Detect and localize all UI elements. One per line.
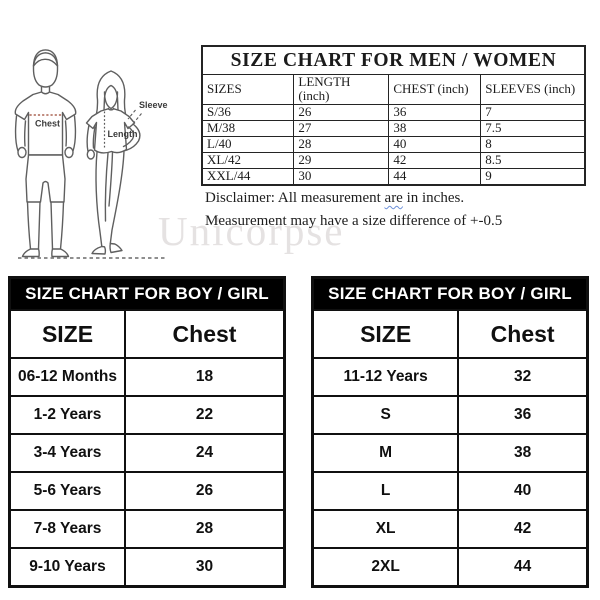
table-cell: 2XL — [311, 547, 460, 588]
table-row: 06-12 Months 18 — [8, 357, 286, 397]
table-row: L 40 — [311, 471, 589, 511]
man-figure: Chest — [14, 49, 77, 258]
table-cell: 32 — [457, 357, 589, 397]
column-header: SIZES — [201, 74, 295, 105]
table-cell: 42 — [457, 509, 589, 549]
table-cell: 42 — [388, 151, 482, 169]
table-cell: 36 — [388, 103, 482, 121]
table-row: XL/42 29 42 8.5 — [201, 151, 586, 169]
men-table-header-row: SIZES LENGTH (inch) CHEST (inch) SLEEVES… — [201, 74, 586, 105]
table-row: 1-2 Years 22 — [8, 395, 286, 435]
table-cell: XL — [311, 509, 460, 549]
table-row: S 36 — [311, 395, 589, 435]
table-row: XL 42 — [311, 509, 589, 549]
table-cell: XXL/44 — [201, 167, 295, 186]
table-cell: 5-6 Years — [8, 471, 126, 511]
table-cell: 7-8 Years — [8, 509, 126, 549]
table-cell: 3-4 Years — [8, 433, 126, 473]
table-row: 2XL 44 — [311, 547, 589, 588]
boy-girl-size-chart-table-left: SIZE CHART FOR BOY / GIRL SIZE Chest 06-… — [8, 276, 286, 588]
table-row: 9-10 Years 30 — [8, 547, 286, 588]
kids-right-header-row: SIZE Chest — [311, 309, 589, 359]
table-cell: 36 — [457, 395, 589, 435]
column-header: SLEEVES (inch) — [480, 74, 586, 105]
disclaimer-line-2: Measurement may have a size difference o… — [205, 212, 503, 229]
table-cell: 38 — [388, 119, 482, 137]
table-row: 3-4 Years 24 — [8, 433, 286, 473]
table-cell: 24 — [124, 433, 286, 473]
column-header: LENGTH (inch) — [293, 74, 390, 105]
table-cell: 26 — [124, 471, 286, 511]
men-table-title-row: SIZE CHART FOR MEN / WOMEN — [201, 45, 586, 75]
woman-figure: Length Sleeve — [85, 70, 168, 255]
table-cell: XL/42 — [201, 151, 295, 169]
table-cell: L/40 — [201, 135, 295, 153]
disclaimer-line1-misspelled-word: are — [384, 190, 403, 206]
table-cell: 30 — [124, 547, 286, 588]
table-cell: 22 — [124, 395, 286, 435]
column-header: SIZE — [311, 309, 460, 359]
disclaimer-line-1: Disclaimer: All measurement are in inche… — [205, 187, 502, 210]
table-cell: 38 — [457, 433, 589, 473]
men-women-size-chart-table: SIZE CHART FOR MEN / WOMEN SIZES LENGTH … — [201, 45, 586, 186]
chest-label: Chest — [35, 119, 60, 129]
sleeve-label: Sleeve — [139, 100, 168, 110]
table-cell: S/36 — [201, 103, 295, 121]
table-cell: 18 — [124, 357, 286, 397]
column-header: CHEST (inch) — [388, 74, 482, 105]
column-header: SIZE — [8, 309, 126, 359]
table-row: L/40 28 40 8 — [201, 135, 586, 153]
measurement-figures-illustration: Chest Length Sleeve — [14, 49, 168, 259]
table-row: S/36 26 36 7 — [201, 103, 586, 121]
table-cell: 44 — [457, 547, 589, 588]
kids-right-title-row: SIZE CHART FOR BOY / GIRL — [311, 276, 589, 311]
table-cell: 9-10 Years — [8, 547, 126, 588]
table-row: 7-8 Years 28 — [8, 509, 286, 549]
table-cell: 7.5 — [480, 119, 586, 137]
table-cell: M — [311, 433, 460, 473]
table-cell: 1-2 Years — [8, 395, 126, 435]
table-cell: 40 — [388, 135, 482, 153]
table-cell: 40 — [457, 471, 589, 511]
table-cell: 11-12 Years — [311, 357, 460, 397]
table-cell: 29 — [293, 151, 390, 169]
disclaimer-line1-suffix: in inches. — [402, 190, 465, 206]
table-cell: 28 — [293, 135, 390, 153]
table-cell: 9 — [480, 167, 586, 186]
table-cell: M/38 — [201, 119, 295, 137]
column-header: Chest — [124, 309, 286, 359]
table-cell: 30 — [293, 167, 390, 186]
table-cell: 28 — [124, 509, 286, 549]
table-row: 5-6 Years 26 — [8, 471, 286, 511]
men-table-title: SIZE CHART FOR MEN / WOMEN — [201, 45, 586, 75]
table-cell: 7 — [480, 103, 586, 121]
kids-left-title-row: SIZE CHART FOR BOY / GIRL — [8, 276, 286, 311]
boy-girl-size-chart-table-right: SIZE CHART FOR BOY / GIRL SIZE Chest 11-… — [311, 276, 589, 588]
watermark-text: Unicorpse — [158, 208, 345, 254]
table-row: 11-12 Years 32 — [311, 357, 589, 397]
sleeve-pointer-line — [127, 109, 136, 120]
table-cell: L — [311, 471, 460, 511]
table-cell: 26 — [293, 103, 390, 121]
table-row: M 38 — [311, 433, 589, 473]
table-row: XXL/44 30 44 9 — [201, 167, 586, 186]
disclaimer-text: Disclaimer: All measurement are in inche… — [205, 187, 502, 232]
kids-left-title: SIZE CHART FOR BOY / GIRL — [8, 276, 286, 311]
sleeve-pointer-line2 — [133, 113, 142, 123]
table-cell: 8 — [480, 135, 586, 153]
table-cell: 27 — [293, 119, 390, 137]
table-cell: 06-12 Months — [8, 357, 126, 397]
table-cell: S — [311, 395, 460, 435]
column-header: Chest — [457, 309, 589, 359]
kids-right-title: SIZE CHART FOR BOY / GIRL — [311, 276, 589, 311]
table-cell: 8.5 — [480, 151, 586, 169]
length-label: Length — [108, 129, 138, 139]
table-row: M/38 27 38 7.5 — [201, 119, 586, 137]
disclaimer-line1-prefix: Disclaimer: All measurement — [205, 190, 385, 206]
kids-left-header-row: SIZE Chest — [8, 309, 286, 359]
table-cell: 44 — [388, 167, 482, 186]
